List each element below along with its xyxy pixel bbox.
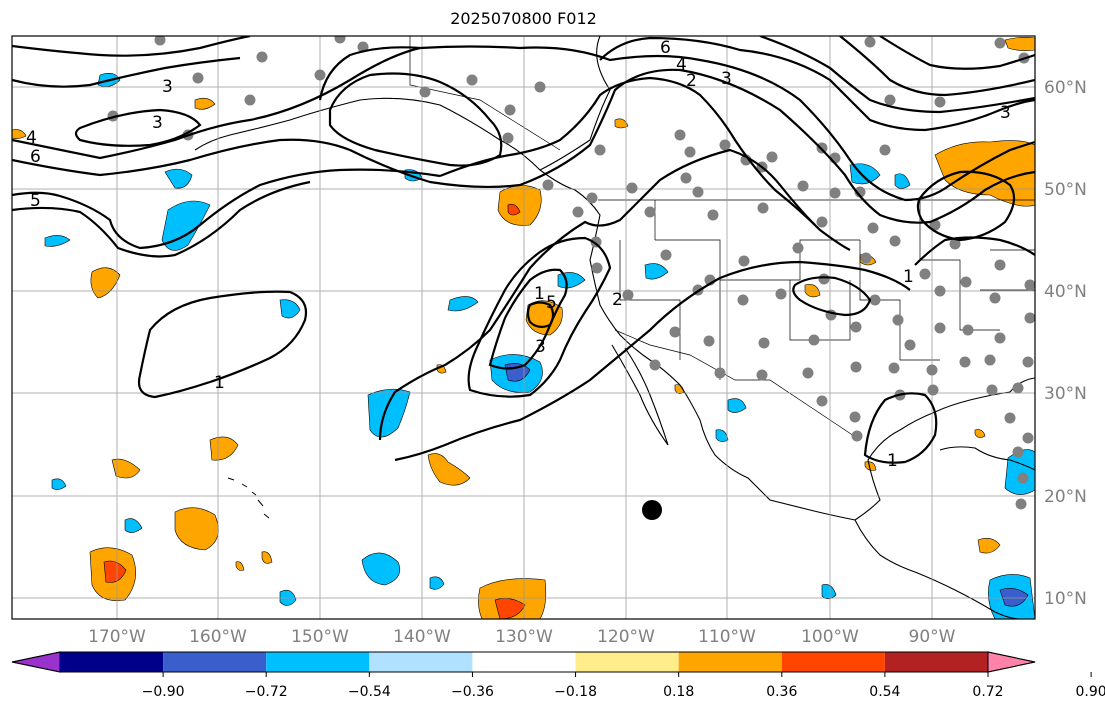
contour-label: 1 (903, 267, 914, 287)
map-title: 2025070800 F012 (450, 9, 597, 28)
lat-label: 50°N (1044, 180, 1087, 200)
lat-label: 40°N (1044, 282, 1087, 302)
lon-label: 140°W (393, 627, 451, 647)
colorbar-tick-label: −0.54 (348, 684, 391, 700)
colorbar-tick-label: −0.90 (142, 684, 185, 700)
lon-label: 110°W (698, 627, 756, 647)
colorbar-tick-label: 0.18 (663, 684, 694, 700)
colorbar-extend-low (11, 651, 61, 673)
contour-label: 5 (546, 293, 557, 313)
contour-label: 3 (152, 113, 163, 133)
contour-label: 3 (535, 337, 546, 357)
positive-anomaly-areas (12, 37, 1035, 619)
colorbar-tick-label: 0.36 (766, 684, 797, 700)
colorbar-segment (575, 652, 679, 672)
graticule (12, 36, 1035, 619)
lon-label: 120°W (597, 627, 655, 647)
colorbar (11, 651, 1036, 673)
contour-label: 6 (30, 147, 41, 167)
colorbar-outline (11, 651, 1036, 673)
colorbar-ticks: −0.90 −0.72 −0.54 −0.36 −0.18 0.18 0.36 0.54 0.7… (142, 672, 1105, 700)
contour-lines (12, 36, 1035, 464)
lon-label: 130°W (495, 627, 553, 647)
coastlines (194, 36, 1035, 619)
contour-label: 3 (721, 69, 732, 89)
colorbar-segment (266, 652, 370, 672)
lon-label: 160°W (189, 627, 247, 647)
colorbar-segment (884, 652, 988, 672)
colorbar-tick-label: −0.72 (245, 684, 288, 700)
colorbar-tick-label: −0.36 (451, 684, 494, 700)
contour-label: 5 (30, 191, 41, 211)
longitude-labels: 170°W 160°W 150°W 140°W 130°W 120°W 110°… (88, 627, 956, 647)
colorbar-tick-label: 0.72 (972, 684, 1003, 700)
lat-label: 30°N (1044, 384, 1087, 404)
colorbar-tick-label: 0.54 (869, 684, 900, 700)
lon-label: 90°W (909, 627, 956, 647)
contour-label: 6 (660, 38, 671, 58)
lon-label: 100°W (801, 627, 859, 647)
lat-label: 20°N (1044, 487, 1087, 507)
contour-labels: 6 4 2 3 1 3 1 2 5 3 1 1 3 5 4 6 3 (26, 38, 1011, 471)
colorbar-tick-label: −0.18 (554, 684, 597, 700)
contour-label: 1 (887, 451, 898, 471)
colorbar-segment (781, 652, 885, 672)
map-frame (11, 35, 1036, 620)
lat-label: 60°N (1044, 78, 1087, 98)
contour-label: 2 (686, 71, 697, 91)
station-markers (107, 36, 1035, 510)
hawaii-islands (227, 477, 270, 519)
colorbar-segment (60, 652, 164, 672)
contour-label: 4 (26, 128, 37, 148)
colorbar-extend-high (987, 651, 1036, 673)
contour-label: 3 (162, 77, 173, 97)
contour-label: 2 (612, 290, 623, 310)
latitude-labels: 60°N 50°N 40°N 30°N 20°N 10°N (1044, 78, 1087, 609)
contour-label: 1 (534, 284, 545, 304)
colorbar-tick-label: 0.90 (1076, 684, 1105, 700)
contour-label: 1 (214, 373, 225, 393)
colorbar-segment (369, 652, 473, 672)
colorbar-segment (472, 652, 576, 672)
lat-label: 10°N (1044, 589, 1087, 609)
colorbar-segment (163, 652, 267, 672)
lon-label: 150°W (291, 627, 349, 647)
contour-label: 4 (676, 55, 687, 75)
lon-label: 170°W (88, 627, 146, 647)
colorbar-segment (678, 652, 782, 672)
contour-label: 3 (1000, 103, 1011, 123)
black-marker (642, 500, 662, 520)
